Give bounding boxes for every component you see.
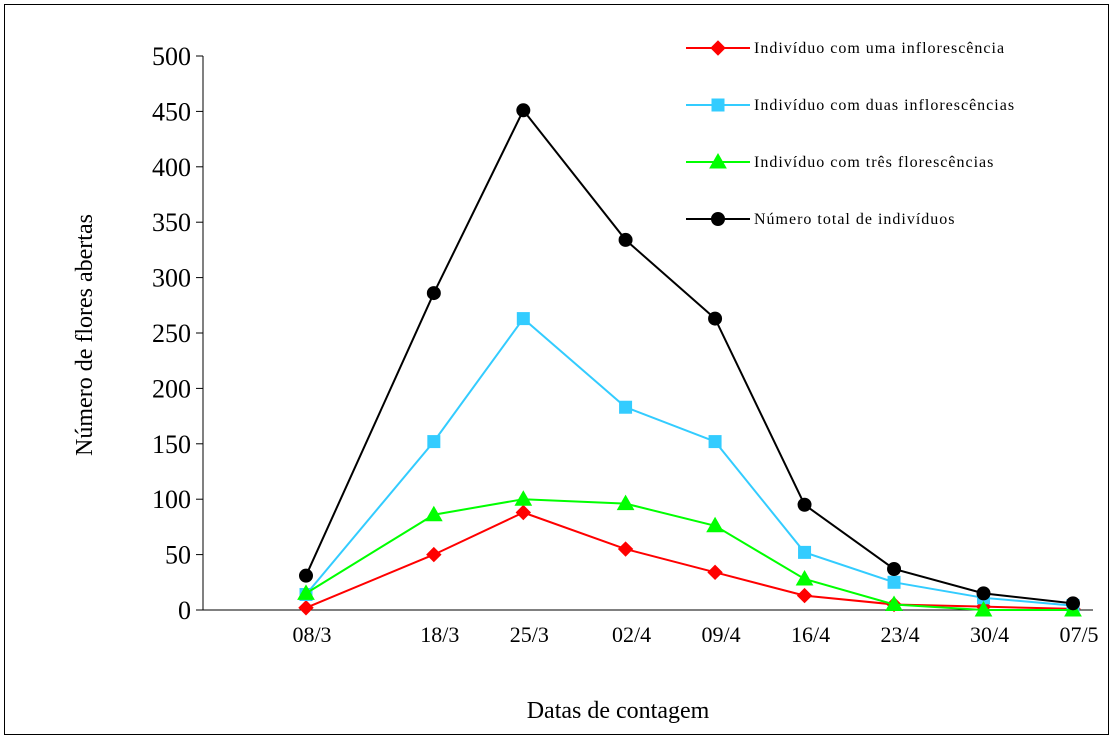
y-tick-label: 0	[178, 596, 191, 625]
series-4	[299, 103, 1080, 611]
y-axis: 0 50 100 150 200 250 300 350 400 450 500	[152, 42, 204, 625]
y-tick-label: 500	[152, 42, 191, 71]
data-point	[299, 568, 313, 583]
data-point	[707, 564, 723, 581]
data-point	[516, 312, 530, 326]
data-point	[796, 587, 813, 604]
x-tick-label: 30/4	[970, 622, 1009, 647]
y-tick-label: 250	[152, 319, 191, 348]
legend: Indivíduo com uma inflorescência Indivídu…	[686, 40, 1015, 228]
x-tick-label: 23/4	[880, 622, 919, 647]
data-point	[708, 435, 722, 449]
data-point	[887, 562, 902, 577]
data-point	[619, 400, 633, 414]
y-axis-title: Número de flores abertas	[72, 214, 98, 456]
y-tick-label: 100	[152, 485, 191, 514]
data-point	[974, 600, 993, 617]
x-tick-label: 18/3	[420, 622, 459, 647]
data-point	[616, 494, 635, 511]
x-tick-label: 25/3	[510, 622, 549, 647]
legend-marker	[711, 212, 725, 226]
y-tick-label: 300	[152, 264, 191, 293]
x-axis: 08/3 18/3 25/3 02/4 09/4 16/4 23/4 30/4 07/5	[203, 609, 1099, 647]
data-point	[514, 490, 533, 506]
data-point	[617, 541, 634, 557]
data-point	[708, 311, 723, 326]
data-point	[424, 505, 443, 522]
data-point	[797, 497, 812, 512]
legend-item: Indivíduo com três florescências	[686, 152, 994, 171]
data-point	[887, 575, 901, 589]
legend-label: Indivíduo com três florescências	[754, 154, 994, 171]
y-tick-label: 400	[152, 153, 191, 182]
y-tick-label: 350	[152, 208, 191, 237]
data-point	[1066, 596, 1080, 611]
x-axis-title: Datas de contagem	[527, 698, 710, 724]
data-point	[515, 504, 532, 521]
data-point	[426, 546, 442, 563]
chart-border	[4, 4, 1109, 735]
legend-marker	[710, 40, 726, 56]
data-point	[795, 569, 814, 586]
legend-marker	[709, 152, 727, 169]
x-tick-label: 16/4	[791, 622, 830, 647]
y-tick-label: 50	[165, 541, 191, 570]
data-point	[298, 600, 314, 616]
data-point	[618, 232, 633, 247]
data-point	[427, 435, 441, 449]
series-3	[297, 490, 1082, 617]
data-point	[706, 516, 724, 533]
data-point	[798, 545, 812, 559]
x-tick-label: 09/4	[702, 622, 741, 647]
data-point	[976, 586, 991, 601]
legend-label: Número total de indivíduos	[754, 211, 956, 228]
x-tick-label: 08/3	[292, 622, 331, 647]
legend-item: Indivíduo com uma inflorescência	[686, 40, 1005, 57]
data-point	[297, 584, 315, 600]
data-point	[516, 103, 531, 118]
x-tick-label: 07/5	[1059, 622, 1098, 647]
legend-item: Número total de indivíduos	[686, 211, 956, 228]
legend-marker	[711, 98, 725, 112]
data-point	[885, 595, 903, 611]
legend-label: Indivíduo com uma inflorescência	[754, 40, 1005, 57]
legend-item: Indivíduo com duas inflorescências	[686, 97, 1015, 114]
y-tick-label: 200	[152, 374, 191, 403]
data-point	[426, 286, 441, 301]
y-tick-label: 150	[152, 430, 191, 459]
x-tick-label: 02/4	[612, 622, 651, 647]
y-tick-label: 450	[152, 97, 191, 126]
series-layer	[297, 103, 1082, 617]
legend-label: Indivíduo com duas inflorescências	[754, 97, 1015, 114]
